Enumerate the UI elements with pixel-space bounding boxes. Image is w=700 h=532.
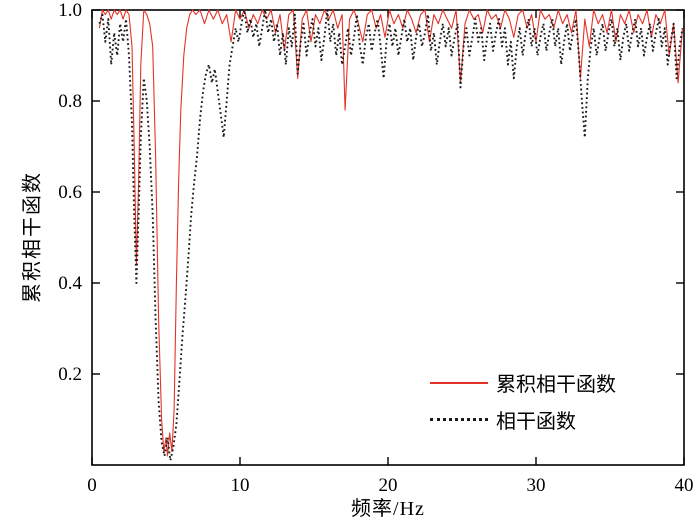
y-tick-label: 0.6 — [58, 182, 82, 203]
x-tick-label: 40 — [675, 475, 694, 496]
legend-item-coherence: 相干函数 — [430, 401, 616, 438]
legend-label-cumulative-coherence: 累积相干函数 — [496, 374, 616, 396]
x-tick-label: 30 — [527, 475, 546, 496]
x-tick-label: 20 — [379, 475, 398, 496]
y-tick-label: 1.0 — [58, 0, 82, 21]
legend-label-coherence: 相干函数 — [496, 411, 576, 433]
x-tick-label: 10 — [231, 475, 250, 496]
legend-line-solid-red-icon — [430, 381, 488, 384]
legend: 累积相干函数 相干函数 — [430, 364, 616, 438]
x-tick-label: 0 — [87, 475, 97, 496]
series-cumulative-coherence — [98, 9, 684, 457]
y-tick-label: 0.2 — [58, 364, 82, 385]
x-axis-title: 频率/Hz — [351, 498, 425, 520]
legend-item-cumulative-coherence: 累积相干函数 — [430, 364, 616, 401]
legend-line-dotted-black-icon — [430, 418, 488, 421]
y-tick-label: 0.8 — [58, 91, 82, 112]
y-axis-title: 累积相干函数 — [21, 171, 44, 303]
y-tick-label: 0.4 — [58, 273, 82, 294]
